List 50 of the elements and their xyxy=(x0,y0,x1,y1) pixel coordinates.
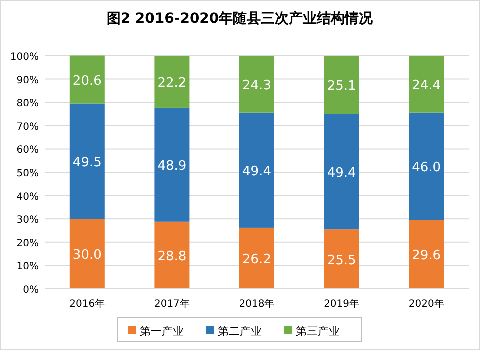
x-tick-label: 2017年 xyxy=(154,298,190,310)
y-tick-label: 100% xyxy=(10,52,39,63)
bar xyxy=(240,112,274,228)
bar xyxy=(409,56,444,113)
data-label: 26.2 xyxy=(242,252,272,268)
data-label: 24.4 xyxy=(412,78,442,94)
data-label: 49.4 xyxy=(327,166,356,182)
chart-title: 图2 2016-2020年随县三次产业结构情况 xyxy=(106,10,374,27)
bar xyxy=(409,220,444,289)
bar xyxy=(409,112,444,220)
y-tick-label: 20% xyxy=(16,238,39,250)
bar xyxy=(240,228,274,289)
data-label: 46.0 xyxy=(412,160,442,176)
x-tick-label: 2018年 xyxy=(239,298,275,310)
x-tick-label: 2019年 xyxy=(324,298,360,310)
bar xyxy=(240,56,274,113)
data-label: 28.8 xyxy=(158,249,187,264)
legend-label: 第一产业 xyxy=(140,325,184,338)
bar xyxy=(70,219,105,289)
y-tick-label: 90% xyxy=(16,75,39,86)
bar xyxy=(324,230,360,289)
bar xyxy=(154,222,190,289)
y-tick-label: 80% xyxy=(16,98,39,110)
y-tick-label: 10% xyxy=(16,262,39,273)
data-label: 24.3 xyxy=(242,78,272,94)
y-tick-label: 70% xyxy=(16,122,39,133)
data-label: 49.4 xyxy=(242,164,272,180)
bar xyxy=(324,114,360,230)
bar xyxy=(154,108,190,222)
x-tick-label: 2016年 xyxy=(70,298,106,310)
y-tick-label: 40% xyxy=(16,192,39,203)
bar xyxy=(70,56,105,104)
y-tick-label: 50% xyxy=(16,168,39,180)
data-label: 48.9 xyxy=(158,158,187,174)
bar xyxy=(324,56,360,114)
data-label: 22.2 xyxy=(158,76,187,92)
legend-label: 第三产业 xyxy=(296,325,340,338)
legend-label: 第二产业 xyxy=(218,325,262,338)
data-label: 25.5 xyxy=(327,253,356,268)
bar xyxy=(154,56,190,108)
y-tick-label: 60% xyxy=(16,145,39,156)
data-label: 20.6 xyxy=(72,74,102,89)
data-label: 25.1 xyxy=(327,79,356,94)
y-tick-label: 30% xyxy=(16,215,39,226)
y-tick-label: 0% xyxy=(23,285,39,296)
bar xyxy=(70,104,105,220)
data-label: 29.6 xyxy=(412,248,442,264)
data-label: 30.0 xyxy=(72,248,102,264)
data-label: 49.5 xyxy=(72,155,102,170)
x-tick-label: 2020年 xyxy=(408,298,444,310)
